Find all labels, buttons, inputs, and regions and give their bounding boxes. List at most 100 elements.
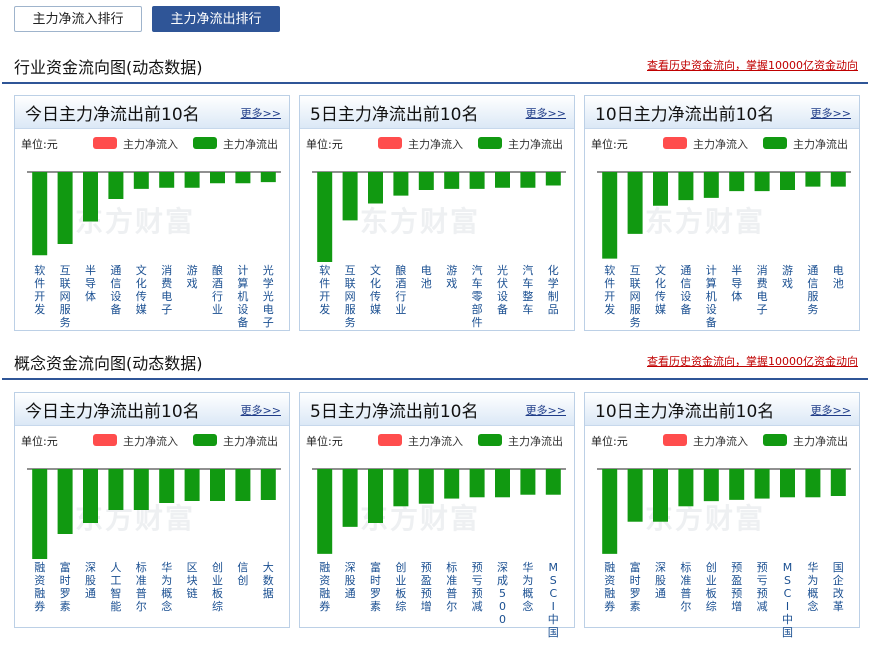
- category-label[interactable]: M S C I 中国: [548, 561, 559, 639]
- bar-标准普尔[interactable]: [133, 469, 149, 510]
- bar-通信服务[interactable]: [805, 172, 821, 187]
- category-label[interactable]: 文化传媒: [370, 263, 381, 316]
- more-link[interactable]: 更多>>: [525, 107, 566, 120]
- bar-融资融券[interactable]: [602, 469, 618, 554]
- category-label[interactable]: 电池: [833, 264, 844, 290]
- category-label[interactable]: 华为概念: [807, 560, 818, 613]
- category-label[interactable]: 互联网服务: [345, 264, 356, 329]
- more-link[interactable]: 更多>>: [240, 404, 281, 417]
- bar-电池[interactable]: [418, 172, 434, 190]
- category-label[interactable]: 大数据: [263, 560, 274, 600]
- bar-预亏预减[interactable]: [754, 469, 770, 499]
- bar-半导体[interactable]: [83, 172, 98, 222]
- bar-通信设备[interactable]: [678, 172, 694, 201]
- industry-history-link[interactable]: 查看历史资金流向，掌握10000亿资金动向: [647, 59, 858, 72]
- bar-富时罗素[interactable]: [57, 469, 73, 534]
- bar-酿酒行业[interactable]: [210, 172, 225, 184]
- bar-富时罗素[interactable]: [627, 469, 643, 522]
- category-label[interactable]: 华为概念: [522, 560, 533, 613]
- bar-MSCI中国[interactable]: [780, 469, 795, 498]
- category-label[interactable]: M S C I 中国: [782, 561, 793, 639]
- bar-深股通[interactable]: [83, 469, 98, 523]
- bar-区块链[interactable]: [184, 469, 200, 501]
- bar-游戏[interactable]: [780, 172, 795, 190]
- bar-深股通[interactable]: [653, 469, 668, 522]
- category-label[interactable]: 创业板综: [395, 561, 406, 613]
- bar-计算机设备[interactable]: [703, 172, 719, 198]
- category-label[interactable]: 酿酒行业: [395, 263, 406, 316]
- bar-光学光电子[interactable]: [260, 172, 276, 183]
- category-label[interactable]: 深股通: [345, 561, 356, 600]
- concept-history-link[interactable]: 查看历史资金流向，掌握10000亿资金动向: [647, 355, 858, 368]
- category-label[interactable]: 深成 5 0 0: [497, 561, 508, 626]
- tab-inflow-ranking[interactable]: 主力净流入排行: [14, 6, 142, 32]
- bar-国企改革[interactable]: [830, 469, 846, 496]
- category-label[interactable]: 游戏: [782, 264, 793, 290]
- bar-富时罗素[interactable]: [368, 469, 383, 523]
- category-label[interactable]: 区块链: [187, 561, 198, 600]
- category-label[interactable]: 汽车整车: [522, 263, 533, 316]
- bar-半导体[interactable]: [729, 172, 745, 192]
- category-label[interactable]: 通信设备: [680, 264, 691, 316]
- bar-文化传媒[interactable]: [653, 172, 668, 206]
- bar-人工智能[interactable]: [108, 469, 124, 510]
- category-label[interactable]: 消费电子: [161, 263, 172, 316]
- bar-光伏设备[interactable]: [495, 172, 510, 188]
- bar-汽车零部件[interactable]: [469, 172, 485, 189]
- category-label[interactable]: 计算机设备: [706, 264, 717, 329]
- bar-大数据[interactable]: [260, 469, 276, 500]
- category-label[interactable]: 光伏设备: [497, 263, 508, 316]
- category-label[interactable]: 半导体: [85, 263, 96, 303]
- category-label[interactable]: 互联网服务: [630, 264, 641, 329]
- category-label[interactable]: 富时罗素: [60, 560, 71, 613]
- bar-游戏[interactable]: [184, 172, 200, 188]
- category-label[interactable]: 软件开发: [604, 263, 615, 316]
- bar-汽车整车[interactable]: [520, 172, 536, 188]
- bar-创业板综[interactable]: [703, 469, 719, 502]
- category-label[interactable]: 富时罗素: [630, 560, 641, 613]
- bar-标准普尔[interactable]: [678, 469, 694, 507]
- more-link[interactable]: 更多>>: [810, 107, 851, 120]
- category-label[interactable]: 软件开发: [319, 263, 330, 316]
- bar-预盈预增[interactable]: [729, 469, 745, 500]
- bar-创业板综[interactable]: [393, 469, 409, 507]
- bar-深股通[interactable]: [342, 469, 358, 527]
- bar-消费电子[interactable]: [159, 172, 175, 188]
- bar-华为概念[interactable]: [520, 469, 536, 495]
- bar-标准普尔[interactable]: [444, 469, 460, 499]
- bar-文化传媒[interactable]: [133, 172, 149, 189]
- more-link[interactable]: 更多>>: [810, 404, 851, 417]
- bar-软件开发[interactable]: [602, 172, 618, 259]
- bar-酿酒行业[interactable]: [393, 172, 409, 196]
- bar-融资融券[interactable]: [317, 469, 333, 554]
- more-link[interactable]: 更多>>: [240, 107, 281, 120]
- category-label[interactable]: 游戏: [187, 264, 198, 290]
- category-label[interactable]: 软件开发: [34, 263, 45, 316]
- bar-信创[interactable]: [235, 469, 251, 501]
- category-label[interactable]: 预亏预减: [757, 561, 768, 613]
- category-label[interactable]: 电池: [421, 264, 432, 290]
- category-label[interactable]: 创业板综: [212, 561, 223, 613]
- category-label[interactable]: 化学制品: [548, 263, 559, 316]
- bar-电池[interactable]: [830, 172, 846, 187]
- category-label[interactable]: 信创: [237, 561, 248, 587]
- category-label[interactable]: 预盈预增: [421, 561, 432, 613]
- category-label[interactable]: 酿酒行业: [212, 263, 223, 316]
- bar-消费电子[interactable]: [754, 172, 770, 192]
- category-label[interactable]: 游戏: [446, 264, 457, 290]
- bar-华为概念[interactable]: [805, 469, 821, 498]
- bar-软件开发[interactable]: [317, 172, 333, 262]
- category-label[interactable]: 光学光电子: [263, 263, 274, 329]
- category-label[interactable]: 通信服务: [807, 264, 818, 316]
- category-label[interactable]: 深股通: [655, 561, 666, 600]
- category-label[interactable]: 富时罗素: [370, 560, 381, 613]
- category-label[interactable]: 人工智能: [110, 561, 121, 613]
- category-label[interactable]: 汽车零部件: [472, 263, 483, 329]
- category-label[interactable]: 消费电子: [757, 263, 768, 316]
- category-label[interactable]: 深股通: [85, 561, 96, 600]
- bar-互联网服务[interactable]: [627, 172, 643, 234]
- category-label[interactable]: 创业板综: [706, 561, 717, 613]
- bar-互联网服务[interactable]: [57, 172, 73, 244]
- category-label[interactable]: 标准普尔: [446, 560, 457, 613]
- category-label[interactable]: 文化传媒: [136, 263, 147, 316]
